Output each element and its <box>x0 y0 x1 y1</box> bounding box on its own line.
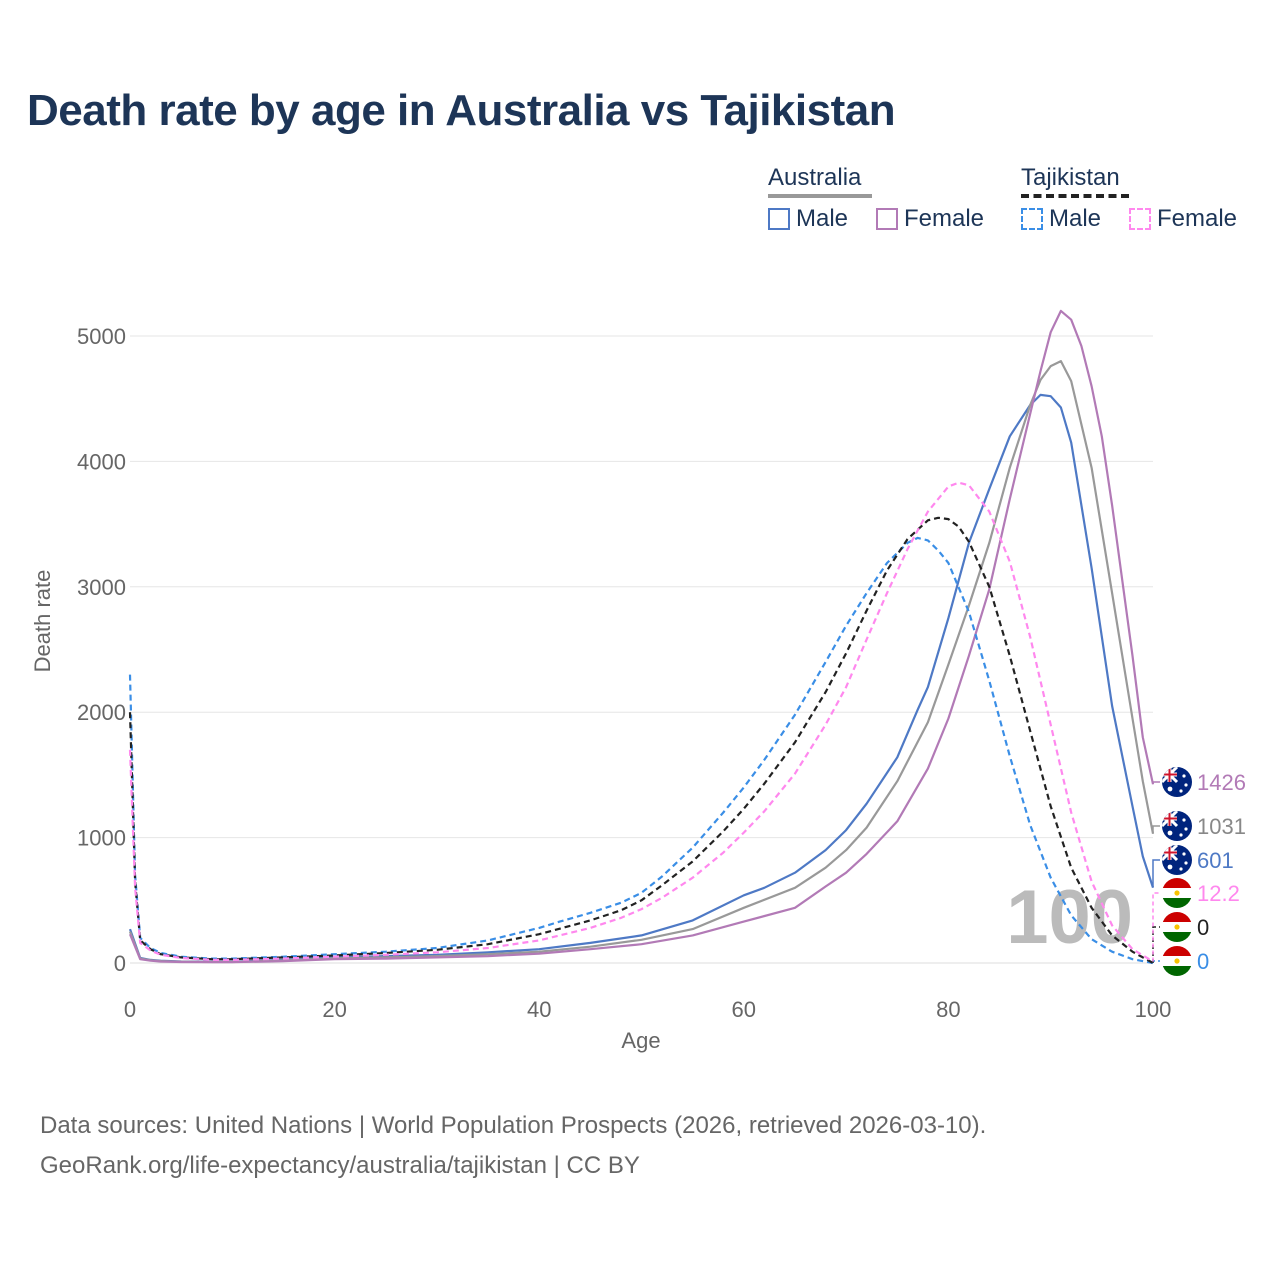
y-axis-title: Death rate <box>30 570 55 673</box>
end-label-value: 1031 <box>1197 814 1246 839</box>
end-label-value: 0 <box>1197 949 1209 974</box>
series-lines <box>128 309 1155 965</box>
legend-item-australia-male[interactable]: Male <box>768 205 848 233</box>
x-tick-label: 60 <box>732 997 756 1022</box>
y-tick-label: 3000 <box>77 575 126 600</box>
x-tick-label: 40 <box>527 997 551 1022</box>
legend-item-tajikistan-female[interactable]: Female <box>1129 205 1237 233</box>
legend-group-line <box>768 194 872 198</box>
y-tick-label: 0 <box>114 951 126 976</box>
australia-flag-icon <box>1162 767 1192 797</box>
legend-group-title: Tajikistan <box>1021 164 1120 191</box>
end-label-value: 0 <box>1197 915 1209 940</box>
source-line-2[interactable]: GeoRank.org/life-expectancy/australia/ta… <box>40 1152 640 1179</box>
y-tick-label: 1000 <box>77 826 126 851</box>
label-connector <box>1152 781 1160 785</box>
series-line-australia-female[interactable] <box>128 309 1155 964</box>
label-connector <box>1152 892 1160 962</box>
legend-group-line <box>1021 194 1129 198</box>
series-line-australia-persons[interactable] <box>128 360 1155 964</box>
x-tick-label: 80 <box>936 997 960 1022</box>
x-axis-title: Age <box>621 1028 660 1053</box>
gridlines <box>130 335 1153 964</box>
label-connector <box>1152 960 1160 963</box>
y-tick-label: 2000 <box>77 700 126 725</box>
legend-group-title: Australia <box>768 164 862 191</box>
watermark-year: 100 <box>1006 875 1133 960</box>
legend-label: Male <box>796 205 849 232</box>
x-tick-label: 100 <box>1135 997 1172 1022</box>
source-note: Data sources: United Nations | World Pop… <box>40 1106 986 1186</box>
legend-item-australia-female[interactable]: Female <box>876 205 984 233</box>
australia-flag-icon <box>1162 811 1192 841</box>
chart-svg: 0 1000 2000 3000 4000 5000 0 20 40 60 80 100 100 6… <box>30 309 1246 1053</box>
series-line-tajikistan-persons[interactable] <box>128 516 1154 964</box>
chart-title: Death rate by age in Australia vs Tajiki… <box>27 86 896 135</box>
label-connector <box>1152 825 1160 834</box>
australia-flag-icon <box>1162 845 1192 875</box>
end-label-value: 12.2 <box>1197 881 1240 906</box>
tajikistan-flag-icon <box>1162 946 1192 976</box>
legend-label: Male <box>1049 205 1102 232</box>
y-tick-label: 4000 <box>77 449 126 474</box>
legend-label: Female <box>904 205 985 232</box>
x-axis-ticks: 0 20 40 60 80 100 <box>124 997 1171 1022</box>
legend-label: Female <box>1157 205 1238 232</box>
legend-swatch <box>876 208 898 230</box>
legend-group-australia[interactable]: Australia <box>768 164 872 198</box>
end-labels: 601 1031 1426 0 0 12.2 <box>1152 767 1246 976</box>
y-axis-ticks: 0 1000 2000 3000 4000 5000 <box>77 324 126 976</box>
end-label-value: 1426 <box>1197 770 1246 795</box>
series-line-tajikistan-female[interactable] <box>128 481 1154 963</box>
legend-item-tajikistan-male[interactable]: Male <box>1021 205 1101 233</box>
legend-swatch <box>1021 208 1043 230</box>
source-line-1: Data sources: United Nations | World Pop… <box>40 1112 987 1139</box>
series-line-australia-male[interactable] <box>128 393 1155 963</box>
x-tick-label: 0 <box>124 997 136 1022</box>
legend-swatch <box>768 208 790 230</box>
tajikistan-flag-icon <box>1162 878 1192 908</box>
label-connector <box>1152 926 1160 963</box>
legend-group-tajikistan[interactable]: Tajikistan <box>1021 164 1129 198</box>
tajikistan-flag-icon <box>1162 912 1192 942</box>
x-tick-label: 20 <box>322 997 346 1022</box>
end-label-value: 601 <box>1197 848 1234 873</box>
legend-swatch <box>1129 208 1151 230</box>
label-connector <box>1152 859 1160 888</box>
y-tick-label: 5000 <box>77 324 126 349</box>
